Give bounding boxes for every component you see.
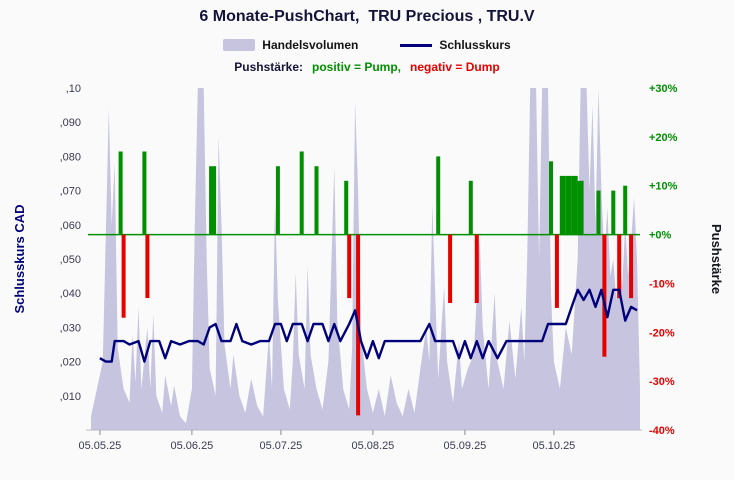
x-tick-label: 05.06.25 [170, 440, 213, 452]
legend: Handelsvolumen Schlusskurs [0, 38, 734, 52]
y-right-tick-label: +20% [649, 132, 678, 144]
y-right-axis-title: Pushstärke [709, 224, 724, 294]
x-tick-label: 05.05.25 [78, 440, 121, 452]
pump-bar [559, 175, 566, 235]
legend-item-close: Schlusskurs [400, 38, 511, 52]
dump-bar [602, 234, 607, 357]
y-right-tick-label: +30% [649, 83, 678, 95]
y-left-tick-label: ,070 [60, 186, 81, 198]
pump-bar [565, 175, 572, 235]
dump-bar [145, 234, 150, 299]
pump-bar [596, 190, 601, 235]
pump-bar [571, 175, 578, 235]
close-line-swatch-icon [400, 43, 433, 47]
pump-bar [118, 151, 123, 235]
y-right-tick-label: -30% [649, 376, 675, 388]
y-right-tick-label: -20% [649, 327, 675, 339]
dump-bar [448, 234, 453, 303]
x-tick-label: 05.08.25 [351, 440, 394, 452]
push-legend-prefix: Pushstärke: [234, 60, 303, 74]
y-left-tick-label: ,020 [60, 357, 81, 369]
y-left-tick-label: ,030 [60, 322, 81, 334]
push-legend: Pushstärke: positiv = Pump, negativ = Du… [0, 60, 734, 74]
dump-bar [629, 234, 634, 299]
y-right-tick-label: +0% [649, 230, 672, 242]
y-right-tick-label: -10% [649, 278, 675, 290]
pump-bar [468, 180, 473, 235]
y-left-axis-title: Schlusskurs CAD [12, 204, 27, 313]
y-left-tick-label: ,090 [60, 117, 81, 129]
pump-bar [299, 151, 304, 235]
pump-bar [436, 156, 441, 235]
dump-bar [554, 234, 559, 308]
y-left-tick-label: ,10 [66, 83, 81, 95]
pump-bar [577, 180, 584, 235]
y-left-tick-label: ,010 [60, 391, 81, 403]
y-left-tick-label: ,080 [60, 151, 81, 163]
pump-bar [611, 190, 616, 235]
push-legend-positive: positiv = Pump, [312, 60, 402, 74]
pump-bar [275, 166, 280, 235]
dump-bar [617, 234, 622, 299]
close-price-line [99, 288, 638, 363]
pump-bar [314, 166, 319, 235]
x-tick-label: 05.07.25 [259, 440, 302, 452]
chart-title: 6 Monate-PushChart, TRU Precious , TRU.V [199, 8, 535, 25]
y-left-tick-label: ,050 [60, 254, 81, 266]
dump-bar [121, 234, 126, 318]
pump-bar [549, 161, 553, 235]
legend-close-label: Schlusskurs [439, 38, 511, 52]
push-legend-negative: negativ = Dump [410, 60, 500, 74]
dump-bar [474, 234, 479, 303]
pump-bar [623, 185, 628, 235]
dump-bar [347, 234, 352, 299]
y-left-tick-label: ,040 [60, 288, 81, 300]
pump-bar [209, 166, 217, 235]
x-tick-label: 05.09.25 [443, 440, 486, 452]
pump-bar [142, 151, 147, 235]
volume-swatch-icon [223, 39, 256, 51]
y-left-tick-label: ,060 [60, 220, 81, 232]
legend-item-volume: Handelsvolumen [223, 38, 358, 52]
legend-volume-label: Handelsvolumen [262, 38, 359, 52]
x-tick-label: 05.10.25 [532, 440, 575, 452]
pump-bar [344, 180, 349, 235]
volume-area [91, 88, 640, 430]
y-right-tick-label: +10% [649, 181, 678, 193]
y-right-tick-label: -40% [649, 425, 675, 437]
